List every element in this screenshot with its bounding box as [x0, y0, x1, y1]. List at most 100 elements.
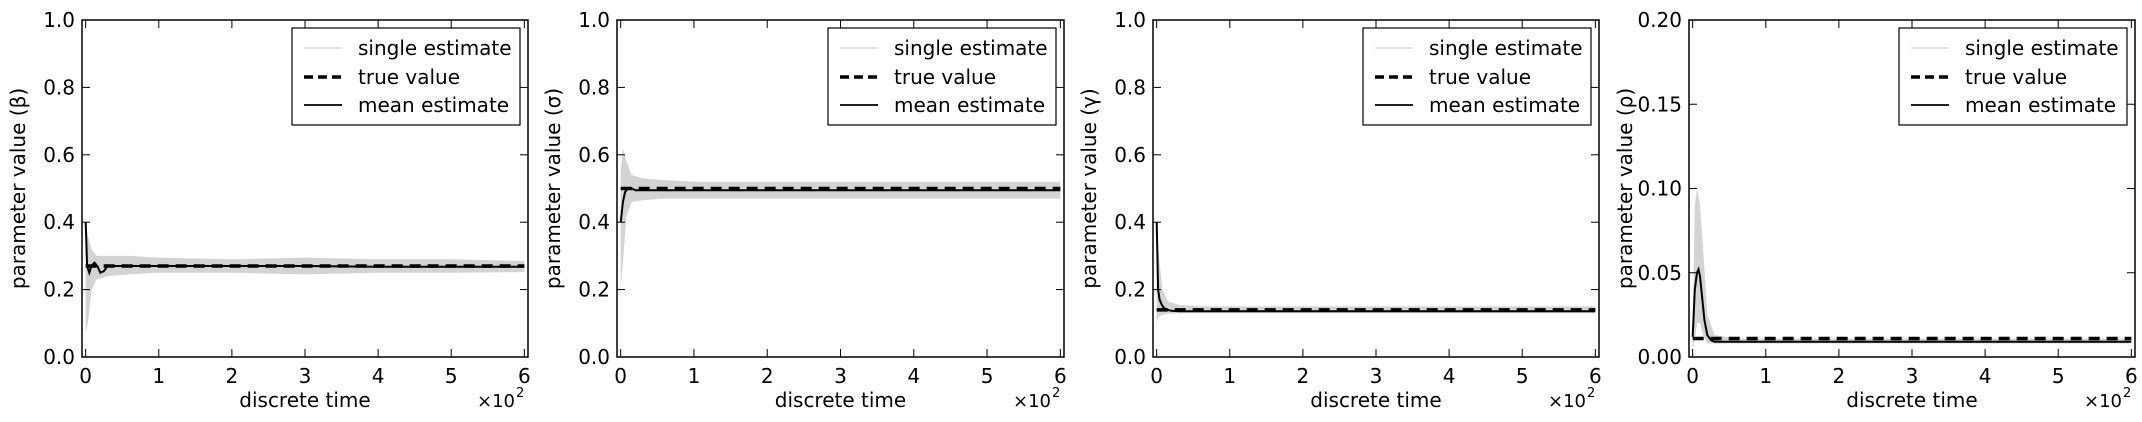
legend-label: true value [1965, 65, 2067, 89]
x-tick-label: 1 [1759, 364, 1772, 388]
x-tick-label: 4 [1979, 364, 1992, 388]
single-estimate-band [1156, 222, 1596, 324]
y-tick-label: 1.0 [1114, 8, 1146, 32]
chart-panel-4: 0 1 2 3 4 5 6 0.00 0.05 0.10 0.15 0.20 discrete time… [1613, 8, 2138, 412]
x-tick-label: 3 [1906, 364, 1919, 388]
y-tick-label: 0.8 [578, 75, 610, 99]
single-estimate-band [1692, 188, 2132, 349]
legend-label: mean estimate [1429, 93, 1580, 117]
plot-area [1691, 188, 2132, 349]
mean-estimate-line [1155, 222, 1596, 313]
y-tick-label: 0.4 [1114, 210, 1146, 234]
x-tick-label: 6 [1589, 364, 1602, 388]
y-axis-label: parameter value (σ) [541, 88, 565, 289]
x-multiplier-exponent: 2 [2123, 386, 2131, 401]
x-multiplier-label: ×10 [477, 391, 515, 412]
x-multiplier-exponent: 2 [516, 386, 524, 401]
y-tick-label: 0.6 [43, 143, 75, 167]
y-axis-label: parameter value (ρ) [1613, 88, 1637, 289]
x-tick-label: 4 [1443, 364, 1456, 388]
x-tick-label: 2 [761, 364, 774, 388]
x-tick-label: 2 [1297, 364, 1310, 388]
legend-frame [827, 27, 1057, 126]
y-tick-label: 0.0 [1114, 345, 1146, 369]
x-axis-label: discrete time [1846, 388, 1977, 412]
x-tick-label: 3 [299, 364, 312, 388]
x-tick-label: 1 [1223, 364, 1236, 388]
legend: single estimate true value mean estimate [291, 27, 521, 126]
legend-label: mean estimate [1965, 93, 2116, 117]
legend-frame [1362, 27, 1592, 126]
legend-label: mean estimate [894, 93, 1045, 117]
x-tick-label: 2 [1833, 364, 1846, 388]
plot-area [1155, 222, 1596, 324]
plot-area [84, 222, 525, 334]
y-tick-label: 0.6 [578, 143, 610, 167]
legend: single estimate true value mean estimate [1362, 27, 1592, 126]
legend-label: single estimate [1429, 36, 1583, 60]
y-tick-label: 0.15 [1637, 92, 1682, 116]
y-axis-label: parameter value (γ) [1077, 88, 1101, 288]
y-tick-label: 0.05 [1637, 261, 1682, 285]
x-axis-label: discrete time [239, 388, 370, 412]
plot-area [619, 148, 1061, 290]
y-tick-label: 0.00 [1637, 345, 1682, 369]
x-tick-label: 0 [1686, 364, 1699, 388]
y-tick-label: 0.2 [1114, 278, 1146, 302]
x-tick-label: 5 [1516, 364, 1529, 388]
y-tick-label: 0.0 [578, 345, 610, 369]
x-multiplier-exponent: 2 [1052, 386, 1060, 401]
x-tick-label: 4 [907, 364, 920, 388]
mean-estimate-line [84, 222, 525, 277]
y-tick-label: 0.10 [1637, 177, 1682, 201]
single-estimate-band [85, 222, 525, 334]
x-tick-label: 6 [518, 364, 531, 388]
x-tick-label: 1 [688, 364, 701, 388]
legend-label: true value [894, 65, 996, 89]
y-axis-label: parameter value (β) [6, 88, 30, 289]
legend-label: true value [358, 65, 460, 89]
legend-frame [291, 27, 521, 126]
legend-frame [1898, 27, 2128, 126]
x-axis-label: discrete time [1310, 388, 1441, 412]
legend: single estimate true value mean estimate [1898, 27, 2128, 126]
y-tick-label: 0.8 [43, 75, 75, 99]
x-tick-label: 3 [834, 364, 847, 388]
x-tick-label: 0 [79, 364, 92, 388]
x-tick-label: 2 [226, 364, 239, 388]
x-tick-label: 4 [372, 364, 385, 388]
x-tick-label: 1 [152, 364, 165, 388]
y-tick-label: 0.8 [1114, 75, 1146, 99]
legend-label: single estimate [358, 36, 512, 60]
chart-panel-2: 0 1 2 3 4 5 6 0.0 0.2 0.4 0.6 0.8 1.0 discrete time pa… [541, 8, 1067, 412]
legend-label: single estimate [1965, 36, 2119, 60]
x-tick-label: 6 [2125, 364, 2138, 388]
y-tick-label: 0.4 [578, 210, 610, 234]
x-multiplier-label: ×10 [1013, 391, 1051, 412]
chart-panel-1: 0 1 2 3 4 5 6 0.0 0.2 0.4 0.6 0.8 1.0 discrete time pa… [6, 8, 531, 412]
x-axis-label: discrete time [775, 388, 906, 412]
y-tick-label: 0.6 [1114, 143, 1146, 167]
chart-panel-3: 0 1 2 3 4 5 6 0.0 0.2 0.4 0.6 0.8 1.0 discrete time pa… [1077, 8, 1602, 412]
x-tick-label: 5 [445, 364, 458, 388]
x-multiplier-exponent: 2 [1587, 386, 1595, 401]
mean-estimate-line [619, 187, 1061, 223]
x-tick-label: 0 [614, 364, 627, 388]
y-tick-label: 1.0 [43, 8, 75, 32]
legend: single estimate true value mean estimate [827, 27, 1057, 126]
single-estimate-band [620, 148, 1061, 290]
x-multiplier-label: ×10 [1548, 391, 1586, 412]
legend-label: mean estimate [358, 93, 509, 117]
y-tick-label: 0.0 [43, 345, 75, 369]
y-tick-label: 0.20 [1637, 8, 1682, 32]
x-multiplier-label: ×10 [2084, 391, 2122, 412]
y-tick-label: 1.0 [578, 8, 610, 32]
x-tick-label: 3 [1370, 364, 1383, 388]
legend-label: true value [1429, 65, 1531, 89]
x-tick-label: 6 [1054, 364, 1067, 388]
y-tick-label: 0.2 [43, 278, 75, 302]
y-tick-label: 0.4 [43, 210, 75, 234]
x-tick-label: 5 [981, 364, 994, 388]
x-tick-label: 5 [2052, 364, 2065, 388]
